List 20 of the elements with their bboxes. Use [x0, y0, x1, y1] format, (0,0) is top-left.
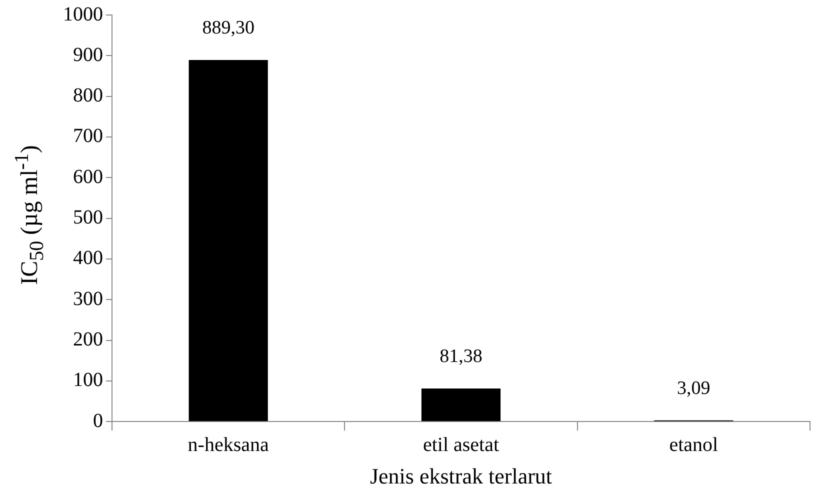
bar	[188, 60, 268, 422]
y-tick-label: 1000	[63, 3, 103, 26]
y-tick-label: 900	[73, 44, 103, 66]
data-label: 3,09	[677, 378, 710, 399]
x-tick-label: etanol	[669, 434, 719, 456]
x-tick-label: n-heksana	[188, 434, 269, 456]
data-label: 889,30	[202, 17, 254, 38]
y-tick-label: 200	[73, 328, 103, 351]
y-tick-label: 300	[73, 288, 103, 310]
x-axis-title: Jenis ekstrak terlarut	[370, 464, 552, 489]
y-tick-label: 800	[73, 84, 103, 107]
y-tick-label: 100	[73, 369, 103, 392]
data-label: 81,38	[440, 346, 482, 367]
y-tick-label: 400	[73, 247, 103, 270]
y-tick-label: 0	[93, 410, 103, 432]
y-tick-label: 700	[73, 125, 103, 148]
x-tick-label: etil asetat	[422, 434, 500, 456]
bar	[421, 388, 501, 422]
y-tick-label: 600	[73, 166, 103, 188]
y-tick-label: 500	[73, 206, 103, 229]
